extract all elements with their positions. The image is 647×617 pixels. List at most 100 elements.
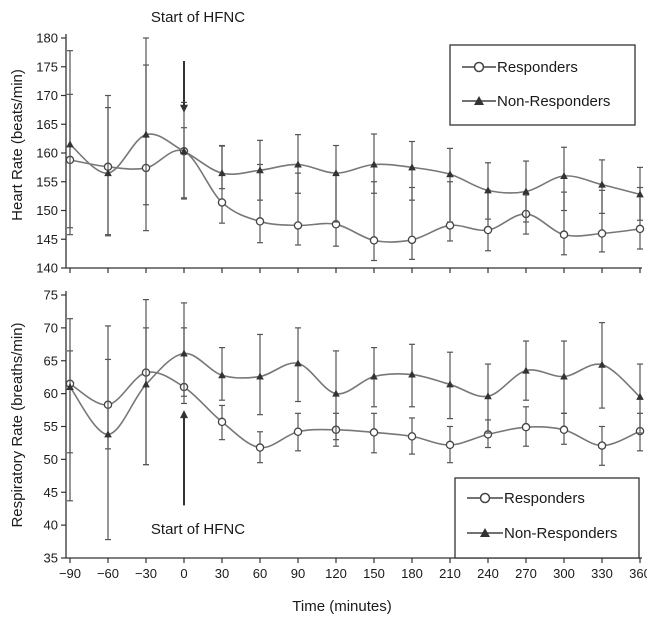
respiratory-rate-x-tick-label: −90 bbox=[59, 566, 81, 581]
respiratory-rate-non-responders-point bbox=[66, 383, 74, 391]
heart-rate-non-responders-error-bar bbox=[447, 147, 453, 223]
heart-rate-y-tick-label: 145 bbox=[36, 232, 58, 247]
heart-rate-non-responders-point bbox=[522, 187, 530, 195]
heart-rate-y-tick-label: 170 bbox=[36, 88, 58, 103]
respiratory-rate-y-tick-label: 75 bbox=[44, 288, 58, 303]
heart-rate-responders-point bbox=[293, 221, 303, 230]
heart-rate-responders-point bbox=[369, 236, 379, 245]
respiratory-rate-non-responders-error-bar bbox=[143, 327, 149, 466]
respiratory-rate-legend-marker-responders bbox=[479, 492, 491, 504]
respiratory-rate-x-tick-label: 330 bbox=[591, 566, 613, 581]
respiratory-rate-legend: Responders Non-Responders bbox=[454, 477, 640, 559]
heart-rate-y-tick-label: 175 bbox=[36, 59, 58, 74]
respiratory-rate-x-tick-label: 90 bbox=[291, 566, 305, 581]
respiratory-rate-x-tick-label: 360 bbox=[629, 566, 647, 581]
respiratory-rate-y-tick-label: 65 bbox=[44, 353, 58, 368]
heart-rate-non-responders-point bbox=[370, 160, 378, 168]
respiratory-rate-x-tick-label: 270 bbox=[515, 566, 537, 581]
respiratory-rate-x-tick-label: 180 bbox=[401, 566, 423, 581]
respiratory-rate-x-tick-label: 120 bbox=[325, 566, 347, 581]
respiratory-rate-responders-point bbox=[293, 427, 303, 437]
respiratory-rate-responders-point bbox=[521, 422, 531, 432]
respiratory-rate-x-tick-label: 300 bbox=[553, 566, 575, 581]
respiratory-rate-y-axis-title: Respiratory Rate (breaths/min) bbox=[9, 322, 26, 527]
respiratory-rate-non-responders-point bbox=[142, 380, 150, 388]
heart-rate-non-responders-error-bar bbox=[219, 144, 225, 190]
respiratory-rate-responders-point bbox=[407, 432, 417, 441]
respiratory-rate-y-tick-label: 45 bbox=[44, 485, 58, 500]
respiratory-rate-hfnc-arrow bbox=[180, 410, 188, 506]
respiratory-rate-y-tick-label: 40 bbox=[44, 518, 58, 533]
respiratory-rate-non-responders-line bbox=[69, 352, 641, 436]
heart-rate-legend: Responders Non-Responders bbox=[449, 44, 636, 126]
heart-rate-legend-box bbox=[449, 44, 636, 126]
heart-rate-non-responders-point bbox=[408, 163, 416, 171]
heart-rate-y-tick-label: 180 bbox=[36, 31, 58, 46]
heart-rate-responders-point bbox=[635, 224, 645, 234]
respiratory-rate-x-tick-label: −30 bbox=[135, 566, 157, 581]
respiratory-rate-x-tick-label: 240 bbox=[477, 566, 499, 581]
heart-rate-hfnc-annotation: Start of HFNC bbox=[151, 9, 245, 26]
respiratory-rate-y-tick-label: 50 bbox=[44, 452, 58, 467]
respiratory-rate-x-tick-label: 0 bbox=[180, 566, 187, 581]
respiratory-rate-non-responders-point bbox=[370, 372, 378, 380]
respiratory-rate-non-responders-point bbox=[218, 371, 226, 379]
heart-rate-responders-point bbox=[255, 217, 265, 226]
respiratory-rate-non-responders-point bbox=[522, 366, 530, 374]
heart-rate-hfnc-arrow bbox=[180, 61, 188, 113]
heart-rate-legend-label-responders: Responders bbox=[497, 59, 578, 76]
respiratory-rate-non-responders-error-bar bbox=[181, 327, 187, 397]
heart-rate-non-responders-point bbox=[142, 130, 150, 138]
heart-rate-plot-area: 140 145 150 155 160 165 170 175 180 bbox=[36, 31, 645, 276]
respiratory-rate-responders-point bbox=[559, 425, 569, 435]
heart-rate-non-responders-point bbox=[104, 169, 112, 177]
respiratory-rate-non-responders-point bbox=[484, 392, 492, 400]
respiratory-rate-responders-point bbox=[255, 443, 265, 452]
respiratory-rate-non-responders-point bbox=[408, 370, 416, 378]
heart-rate-non-responders-point bbox=[180, 147, 188, 155]
respiratory-rate-y-tick-label: 55 bbox=[44, 419, 58, 434]
respiratory-rate-legend-marker-non-responders bbox=[480, 528, 490, 537]
respiratory-rate-responders-point bbox=[597, 441, 607, 450]
heart-rate-y-tick-label: 140 bbox=[36, 261, 58, 276]
heart-rate-y-tick-label: 160 bbox=[36, 146, 58, 161]
heart-rate-non-responders-point bbox=[294, 160, 302, 168]
respiratory-rate-non-responders-point bbox=[104, 430, 112, 438]
heart-rate-non-responders-point bbox=[218, 169, 226, 177]
heart-rate-non-responders-point bbox=[332, 169, 340, 177]
heart-rate-non-responders-error-bar bbox=[333, 144, 339, 223]
respiratory-rate-y-tick-label: 35 bbox=[44, 551, 58, 566]
heart-rate-non-responders-error-bar bbox=[181, 127, 187, 199]
heart-rate-non-responders-error-bar bbox=[409, 140, 415, 201]
respiratory-rate-non-responders-point bbox=[636, 392, 644, 400]
respiratory-rate-responders-line bbox=[69, 371, 641, 449]
heart-rate-responders-point bbox=[217, 198, 227, 207]
respiratory-rate-x-tick-label: 150 bbox=[363, 566, 385, 581]
respiratory-rate-responders-point bbox=[369, 428, 379, 437]
heart-rate-non-responders-point bbox=[256, 166, 264, 174]
respiratory-rate-responders-point bbox=[445, 440, 455, 450]
respiratory-rate-x-tick-label: 30 bbox=[215, 566, 229, 581]
respiratory-rate-x-tick-label: 210 bbox=[439, 566, 461, 581]
heart-rate-legend-label-non-responders: Non-Responders bbox=[497, 93, 610, 110]
heart-rate-responders-point bbox=[445, 221, 455, 230]
respiratory-rate-legend-label-non-responders: Non-Responders bbox=[504, 525, 617, 542]
heart-rate-responders-point bbox=[559, 230, 569, 239]
respiratory-rate-non-responders-point bbox=[294, 359, 302, 367]
x-axis-title: Time (minutes) bbox=[292, 598, 391, 615]
respiratory-rate-y-tick-label: 70 bbox=[44, 320, 58, 335]
respiratory-rate-non-responders-point bbox=[332, 389, 340, 397]
respiratory-rate-panel: Respiratory Rate (breaths/min) 35 40 45 50 5… bbox=[9, 288, 647, 582]
respiratory-rate-non-responders-point bbox=[256, 372, 264, 380]
respiratory-rate-non-responders-point bbox=[598, 360, 606, 368]
respiratory-rate-x-tick-label: −60 bbox=[97, 566, 119, 581]
heart-rate-y-tick-label: 165 bbox=[36, 117, 58, 132]
heart-rate-non-responders-point bbox=[636, 190, 644, 198]
heart-rate-responders-point bbox=[597, 229, 607, 238]
heart-rate-non-responders-point bbox=[484, 186, 492, 194]
respiratory-rate-y-tick-label: 60 bbox=[44, 386, 58, 401]
respiratory-rate-non-responders-point bbox=[560, 372, 568, 380]
respiratory-rate-non-responders-point bbox=[180, 349, 188, 357]
respiratory-rate-legend-label-responders: Responders bbox=[504, 490, 585, 507]
heart-rate-panel: Heart Rate (beats/min) 140 145 150 155 160 16… bbox=[9, 9, 645, 276]
